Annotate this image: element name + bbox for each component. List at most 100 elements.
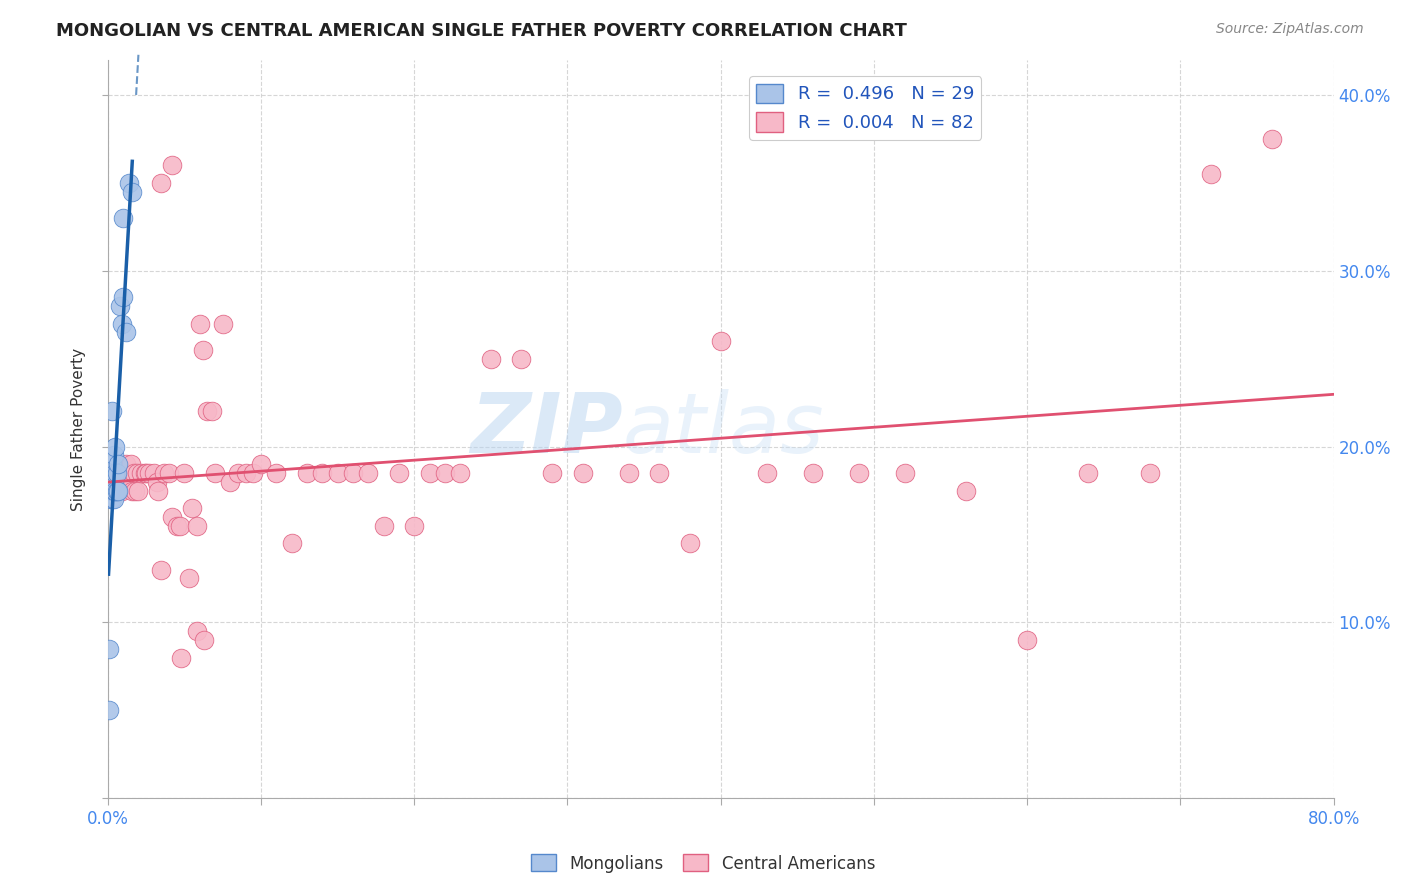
Point (121, 185, 143, 199)
Point (115, 326, 138, 340)
Point (373, 518, 395, 533)
Point (204, 466, 226, 480)
Point (103, 475, 125, 489)
Point (211, 317, 233, 331)
Point (146, 475, 169, 489)
Point (266, 466, 288, 480)
Point (1017, 632, 1039, 647)
Point (648, 466, 671, 480)
Point (100, 475, 122, 489)
Point (801, 466, 824, 480)
Point (755, 466, 778, 480)
Point (108, 299, 131, 313)
Point (157, 466, 180, 480)
Point (193, 632, 215, 647)
Point (201, 404, 224, 418)
Point (110, 317, 132, 331)
Point (848, 466, 870, 480)
Point (311, 466, 333, 480)
Point (186, 624, 208, 639)
Point (160, 158, 183, 172)
Point (98, 641, 121, 656)
Point (104, 466, 127, 480)
Point (120, 457, 142, 471)
Point (100, 492, 122, 507)
Point (219, 475, 242, 489)
Text: atlas: atlas (623, 389, 824, 469)
Point (115, 457, 138, 471)
Point (105, 466, 128, 480)
Point (103, 449, 125, 463)
Point (195, 404, 218, 418)
Point (138, 466, 160, 480)
Point (103, 492, 125, 507)
Point (342, 466, 364, 480)
Point (191, 343, 214, 357)
Point (617, 466, 640, 480)
Point (101, 466, 124, 480)
Point (186, 518, 208, 533)
Point (679, 536, 702, 550)
Point (166, 518, 188, 533)
Point (135, 466, 157, 480)
Text: MONGOLIAN VS CENTRAL AMERICAN SINGLE FATHER POVERTY CORRELATION CHART: MONGOLIAN VS CENTRAL AMERICAN SINGLE FAT… (56, 22, 907, 40)
Point (479, 351, 502, 366)
Point (173, 466, 195, 480)
Point (326, 466, 349, 480)
Point (177, 571, 200, 585)
Point (148, 483, 170, 498)
Point (121, 483, 143, 498)
Point (101, 492, 124, 507)
Point (710, 334, 733, 348)
Point (250, 457, 273, 471)
Point (541, 466, 564, 480)
Point (142, 466, 165, 480)
Point (388, 466, 411, 480)
Point (100, 466, 122, 480)
Point (107, 457, 129, 471)
Point (150, 176, 173, 190)
Point (242, 466, 264, 480)
Point (107, 483, 129, 498)
Point (150, 563, 173, 577)
Point (124, 483, 146, 498)
Point (449, 466, 471, 480)
Point (131, 466, 153, 480)
Point (118, 475, 141, 489)
Point (404, 518, 426, 533)
Point (108, 466, 131, 480)
Point (122, 466, 145, 480)
Point (1261, 132, 1284, 146)
Point (104, 466, 127, 480)
Point (893, 466, 915, 480)
Point (112, 466, 135, 480)
Point (357, 466, 380, 480)
Point (104, 440, 127, 454)
Point (235, 466, 257, 480)
Point (153, 466, 176, 480)
Point (226, 466, 249, 480)
Point (510, 351, 533, 366)
Point (134, 466, 156, 480)
Point (955, 483, 977, 498)
Point (105, 483, 128, 498)
Legend: R =  0.496   N = 29, R =  0.004   N = 82: R = 0.496 N = 29, R = 0.004 N = 82 (749, 77, 981, 139)
Point (117, 466, 139, 480)
Point (98, 703, 121, 717)
Point (103, 483, 125, 498)
Point (1077, 466, 1099, 480)
Point (110, 483, 132, 498)
Point (100, 483, 122, 498)
Point (118, 176, 141, 190)
Point (114, 466, 136, 480)
Point (1199, 167, 1222, 181)
Point (170, 650, 193, 665)
Point (160, 509, 183, 524)
Legend: Mongolians, Central Americans: Mongolians, Central Americans (524, 847, 882, 880)
Point (112, 211, 135, 225)
Point (419, 466, 441, 480)
Point (107, 483, 129, 498)
Point (101, 483, 124, 498)
Y-axis label: Single Father Poverty: Single Father Poverty (72, 348, 86, 510)
Point (433, 466, 456, 480)
